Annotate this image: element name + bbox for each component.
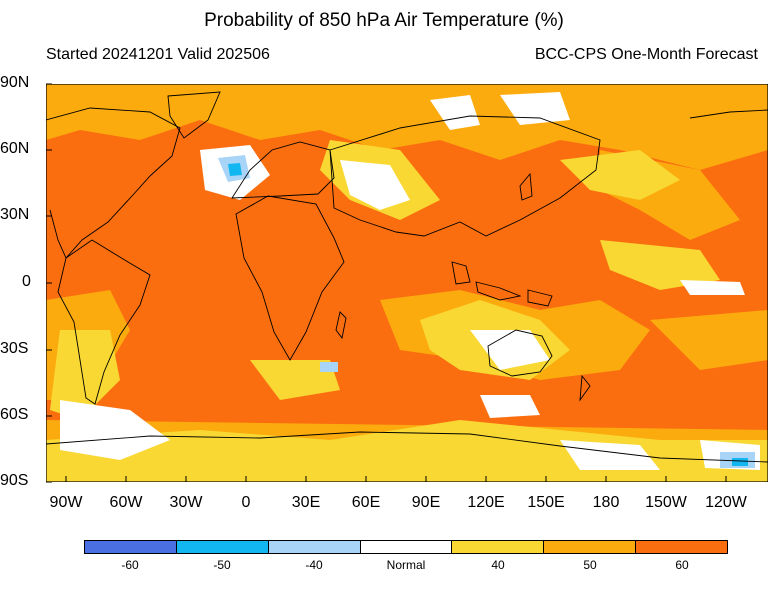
legend-label: 50 bbox=[583, 558, 597, 572]
legend-label: 40 bbox=[491, 558, 505, 572]
lon-label-30e: 30E bbox=[291, 494, 321, 511]
color-legend bbox=[84, 540, 728, 554]
coastline-islands bbox=[451, 261, 471, 285]
lat-label-90n: 90N bbox=[0, 74, 30, 91]
lon-label-90w: 90W bbox=[49, 494, 83, 511]
lon-ticks bbox=[65, 476, 727, 482]
lon-label-180: 180 bbox=[592, 494, 620, 511]
forecast-dates: Started 20241201 Valid 202506 bbox=[46, 46, 270, 63]
lon-label-60w: 60W bbox=[109, 494, 143, 511]
map-title: Probability of 850 hPa Air Temperature (… bbox=[204, 10, 564, 31]
coastline-islands bbox=[475, 281, 522, 301]
field-cooler-zone bbox=[228, 163, 242, 176]
field-normal-zone bbox=[430, 95, 480, 130]
lon-label-120w: 120W bbox=[705, 494, 747, 511]
legend-label: 60 bbox=[675, 558, 689, 572]
lon-label-120e: 120E bbox=[467, 494, 505, 511]
lon-label-0: 0 bbox=[241, 494, 251, 511]
legend-swatch bbox=[452, 541, 545, 553]
coastline-japan bbox=[519, 172, 533, 201]
lon-label-150w: 150W bbox=[645, 494, 687, 511]
lon-label-60e: 60E bbox=[351, 494, 381, 511]
lon-label-30w: 30W bbox=[169, 494, 203, 511]
coastline-alaska bbox=[689, 109, 768, 119]
coastline-madagascar bbox=[335, 311, 347, 340]
field-cooler-zone bbox=[732, 458, 748, 466]
field-normal-zone bbox=[470, 330, 550, 370]
field-normal-zone bbox=[60, 400, 170, 460]
map-field bbox=[46, 84, 768, 482]
lat-label-30s: 30S bbox=[0, 340, 29, 357]
field-40-zone bbox=[600, 240, 720, 290]
coastlines bbox=[46, 91, 768, 463]
legend-label: Normal bbox=[386, 558, 426, 572]
lat-label-0: 0 bbox=[22, 273, 31, 290]
field-normal-zone bbox=[680, 280, 745, 295]
coastline-new-zealand bbox=[579, 374, 591, 402]
legend-swatch bbox=[360, 541, 453, 553]
legend-swatch bbox=[268, 541, 361, 553]
field-40-zone bbox=[560, 150, 680, 200]
coastline-antarctica bbox=[46, 431, 768, 463]
field-50-zone bbox=[650, 310, 768, 370]
coastline-south-america bbox=[57, 239, 151, 405]
legend-label: -40 bbox=[305, 558, 323, 572]
legend-label: -60 bbox=[121, 558, 139, 572]
coastline-africa bbox=[235, 195, 345, 361]
legend-swatch bbox=[636, 541, 728, 553]
field-40-zone bbox=[50, 330, 120, 420]
field-40-zone bbox=[250, 360, 340, 400]
field-cool-zone bbox=[320, 362, 338, 372]
legend-swatch bbox=[544, 541, 637, 553]
legend-swatch bbox=[85, 541, 177, 553]
lat-label-30n: 30N bbox=[0, 206, 30, 223]
lon-label-150e: 150E bbox=[527, 494, 565, 511]
legend-swatch bbox=[176, 541, 269, 553]
lat-ticks bbox=[46, 83, 52, 483]
lon-label-90e: 90E bbox=[411, 494, 441, 511]
field-normal-zone bbox=[560, 440, 660, 470]
coastline-asia bbox=[329, 115, 601, 237]
coastline-greenland bbox=[167, 91, 221, 139]
field-normal-zone bbox=[340, 160, 410, 210]
coastline-islands bbox=[527, 289, 553, 307]
lat-label-60s: 60S bbox=[0, 406, 29, 423]
coastline-north-america bbox=[46, 107, 181, 259]
field-normal-zone bbox=[500, 92, 570, 125]
forecast-source: BCC-CPS One-Month Forecast bbox=[534, 46, 758, 63]
lat-label-60n: 60N bbox=[0, 140, 30, 157]
field-normal-zone bbox=[480, 395, 540, 418]
legend-label: -50 bbox=[213, 558, 231, 572]
lat-label-90s: 90S bbox=[0, 472, 29, 489]
coastline-australia bbox=[487, 329, 553, 377]
